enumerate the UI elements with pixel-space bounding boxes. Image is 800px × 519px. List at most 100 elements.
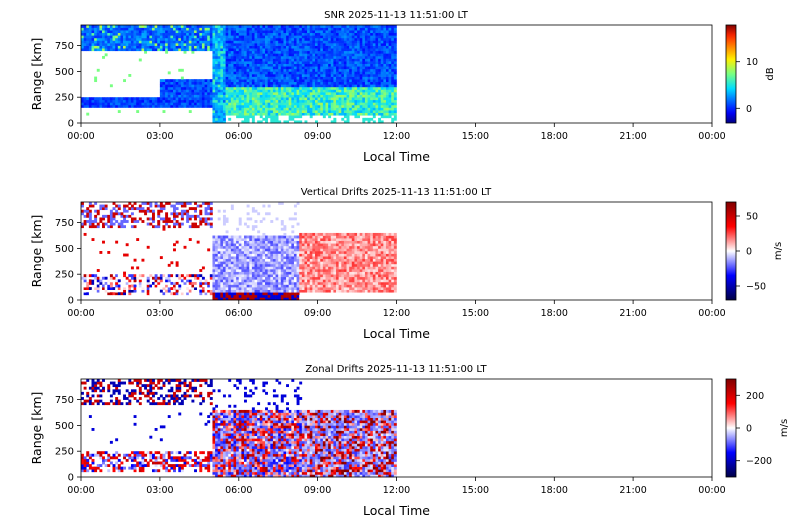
heatmap-cell [391,68,395,72]
heatmap-cell [180,222,184,226]
heatmap-cell [254,55,258,59]
heatmap-cell [138,276,142,280]
heatmap-cell [180,94,184,98]
heatmap-cell [212,112,216,116]
heatmap-cell [262,45,266,49]
heatmap-cell [299,66,303,70]
heatmap-cell [115,104,119,108]
heatmap-cell [385,79,389,83]
heatmap-cell [96,289,100,293]
heatmap-cell [267,238,271,241]
heatmap-cell [367,25,371,28]
heatmap-cell [275,55,279,59]
heatmap-cell [207,89,211,93]
heatmap-cell [370,97,374,101]
heatmap-cell [275,243,279,247]
heatmap-cell [391,112,395,116]
heatmap-cell [378,94,382,98]
heatmap-cell [304,30,308,34]
heatmap-cell [188,30,192,34]
heatmap-cell [346,40,350,44]
heatmap-cell [372,110,376,113]
heatmap-cell [312,86,316,90]
heatmap-cell [230,243,234,247]
heatmap-cell [215,297,219,301]
heatmap-cell [201,43,205,46]
heatmap-cell [151,48,155,52]
heatmap-cell [254,92,258,95]
heatmap-cell [230,258,234,262]
heatmap-cell [120,214,124,218]
heatmap-cell [357,76,360,80]
heatmap-cell [265,55,268,59]
heatmap-cell [301,289,305,293]
heatmap-cell [165,274,169,278]
heatmap-cell [312,94,316,98]
heatmap-cell [346,97,350,101]
heatmap-cell [222,240,226,244]
heatmap-cell [270,58,274,62]
heatmap-cell [212,30,216,34]
heatmap-cell [244,50,247,54]
heatmap-cell [246,76,250,80]
heatmap-cell [370,61,374,64]
heatmap-cell [120,43,124,46]
heatmap-cell [299,232,303,236]
heatmap-cell [257,45,261,49]
heatmap-cell [212,63,216,67]
heatmap-cell [288,30,292,34]
heatmap-cell [293,30,297,34]
heatmap-cell [272,50,276,54]
heatmap-cell [330,99,334,103]
heatmap-cell [238,251,242,254]
heatmap-cell [215,245,219,249]
heatmap-cell [246,256,250,260]
heatmap-cell [262,204,266,208]
heatmap-cell [173,102,176,106]
heatmap-cell [236,107,240,111]
heatmap-cell [173,243,176,247]
heatmap-cell [246,251,250,254]
heatmap-cell [196,214,200,218]
heatmap-cell [204,207,208,211]
heatmap-cell [204,45,208,49]
heatmap-cell [257,284,261,288]
heatmap-cell [385,92,389,95]
heatmap-cell [170,48,174,52]
heatmap-cell [115,274,119,278]
heatmap-cell [278,269,282,272]
heatmap-cell [393,63,397,67]
heatmap-cell [275,110,279,113]
heatmap-cell [341,27,345,31]
heatmap-cell [167,263,171,267]
heatmap-cell [254,81,258,85]
heatmap-cell [215,37,219,41]
heatmap-cell [280,58,284,62]
heatmap-cell [173,32,176,36]
heatmap-cell [278,274,282,278]
heatmap-cell [267,248,271,252]
heatmap-cell [83,97,87,101]
heatmap-cell [209,222,213,226]
y-tick-label: 250 [55,93,74,104]
heatmap-cell [364,27,368,31]
heatmap-cell [225,251,229,254]
heatmap-cell [291,63,295,67]
heatmap-cell [249,92,253,95]
heatmap-cell [244,120,247,124]
heatmap-cell [367,99,371,103]
heatmap-cell [385,25,389,28]
heatmap-cell [288,94,292,98]
heatmap-cell [167,92,171,95]
heatmap-cell [391,89,395,93]
heatmap-cell [280,35,284,39]
heatmap-cell [328,104,332,108]
heatmap-cell [315,45,318,49]
heatmap-cell [293,81,297,85]
heatmap-cell [275,289,279,293]
heatmap-cell [380,55,384,59]
heatmap-cell [149,222,153,226]
heatmap-cell [262,25,266,28]
heatmap-cell [265,274,268,278]
heatmap-cell [241,30,245,34]
